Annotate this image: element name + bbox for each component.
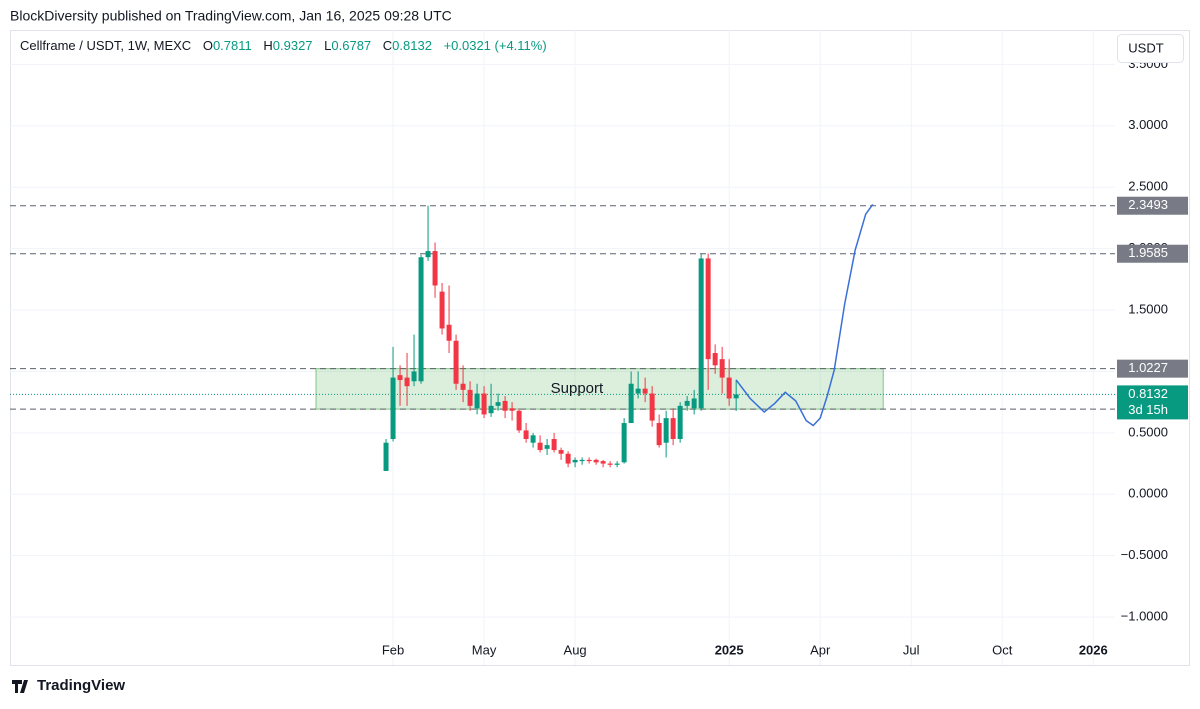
level-label: 1.0227 — [1128, 360, 1168, 375]
h-key: H — [263, 38, 272, 53]
candle-body — [432, 251, 438, 286]
change: +0.0321 (+4.11%) — [444, 38, 547, 53]
y-tick-label: −0.5000 — [1121, 547, 1168, 562]
x-tick-label: 2026 — [1079, 642, 1108, 657]
candle-body — [565, 453, 571, 464]
candle-body — [509, 408, 515, 411]
frame — [10, 30, 1190, 666]
support-label: Support — [551, 380, 604, 397]
h-value: 0.9327 — [273, 38, 313, 53]
candle-body — [495, 402, 501, 406]
candle-body — [530, 435, 536, 443]
candle-body — [537, 442, 543, 451]
candle-body — [383, 442, 389, 471]
o-key: O — [203, 38, 213, 53]
projection-line — [735, 203, 874, 427]
candle-body — [684, 400, 690, 406]
candle-body — [691, 398, 697, 409]
candle-body — [705, 258, 711, 360]
candle-body — [488, 405, 494, 414]
candle-body — [411, 371, 417, 382]
candle-body — [558, 450, 564, 454]
x-tick-label: 2025 — [715, 642, 744, 657]
y-tick-label: 1.5000 — [1128, 301, 1168, 316]
footer-brand: TradingView — [37, 677, 125, 694]
x-tick-label: Aug — [564, 642, 587, 657]
candle-body — [614, 463, 620, 465]
candle-body — [481, 393, 487, 415]
candle-body — [642, 388, 648, 394]
candle-body — [670, 418, 676, 440]
candle-body — [390, 377, 396, 440]
candle-body — [544, 445, 550, 449]
candle-body — [397, 375, 403, 381]
candle-body — [439, 291, 445, 329]
candle-body — [460, 383, 466, 390]
price-label-box — [1117, 385, 1188, 420]
candle-body — [677, 405, 683, 440]
candle-body — [635, 388, 641, 394]
candle-body — [733, 394, 739, 399]
candle-body — [474, 393, 480, 409]
candle-body — [649, 393, 655, 421]
attribution: BlockDiversity published on TradingView.… — [10, 8, 452, 24]
y-tick-label: 2.5000 — [1128, 179, 1168, 194]
l-value: 0.6787 — [331, 38, 371, 53]
x-tick-label: Feb — [382, 642, 404, 657]
candle-body — [502, 400, 508, 411]
price-label: 0.8132 — [1128, 386, 1168, 401]
candle-body — [656, 423, 662, 446]
currency-button[interactable] — [1117, 34, 1184, 63]
y-tick-label: 0.5000 — [1128, 424, 1168, 439]
candle-body — [418, 257, 424, 382]
level-label: 2.3493 — [1128, 197, 1168, 212]
candle-body — [579, 459, 585, 462]
candle-body — [425, 251, 431, 258]
x-tick-label: May — [472, 642, 497, 657]
level-label: 1.9585 — [1128, 245, 1168, 260]
candle-body — [572, 459, 578, 463]
candle-body — [453, 340, 459, 384]
c-value: 0.8132 — [392, 38, 432, 53]
c-key: C — [383, 38, 392, 53]
candle-body — [726, 377, 732, 399]
o-value: 0.7811 — [213, 38, 252, 53]
candle-body — [600, 461, 606, 464]
candle-body — [446, 324, 452, 341]
candle-body — [712, 353, 718, 366]
symbol-legend: Cellframe / USDT, 1W, MEXC O0.7811 H0.93… — [20, 38, 547, 53]
countdown: 3d 15h — [1128, 402, 1168, 417]
candle-body — [698, 258, 704, 409]
symbol: Cellframe / USDT, 1W, MEXC — [20, 38, 191, 53]
level-label-box — [1117, 244, 1188, 263]
currency[interactable]: USDT — [1128, 40, 1163, 55]
candle-body — [621, 423, 627, 463]
level-label-box — [1117, 196, 1188, 215]
level-label-box — [1117, 359, 1188, 378]
candle-body — [516, 410, 522, 431]
candle-body — [404, 377, 410, 387]
y-tick-label: 0.0000 — [1128, 486, 1168, 501]
logo — [12, 680, 28, 693]
candle-body — [719, 359, 725, 378]
x-tick-label: Apr — [810, 642, 831, 657]
x-tick-label: Jul — [903, 642, 920, 657]
y-tick-label: 3.0000 — [1128, 117, 1168, 132]
y-tick-label: −1.0000 — [1121, 609, 1168, 624]
candle-body — [551, 439, 557, 451]
candle-body — [628, 383, 634, 424]
support-zone — [315, 368, 884, 410]
candle-body — [523, 430, 529, 440]
candle-body — [467, 389, 473, 406]
candle-body — [663, 418, 669, 443]
candle-body — [593, 459, 599, 463]
x-tick-label: Oct — [992, 642, 1013, 657]
l-key: L — [324, 38, 331, 53]
candle-body — [586, 459, 592, 462]
candle-body — [607, 463, 613, 465]
